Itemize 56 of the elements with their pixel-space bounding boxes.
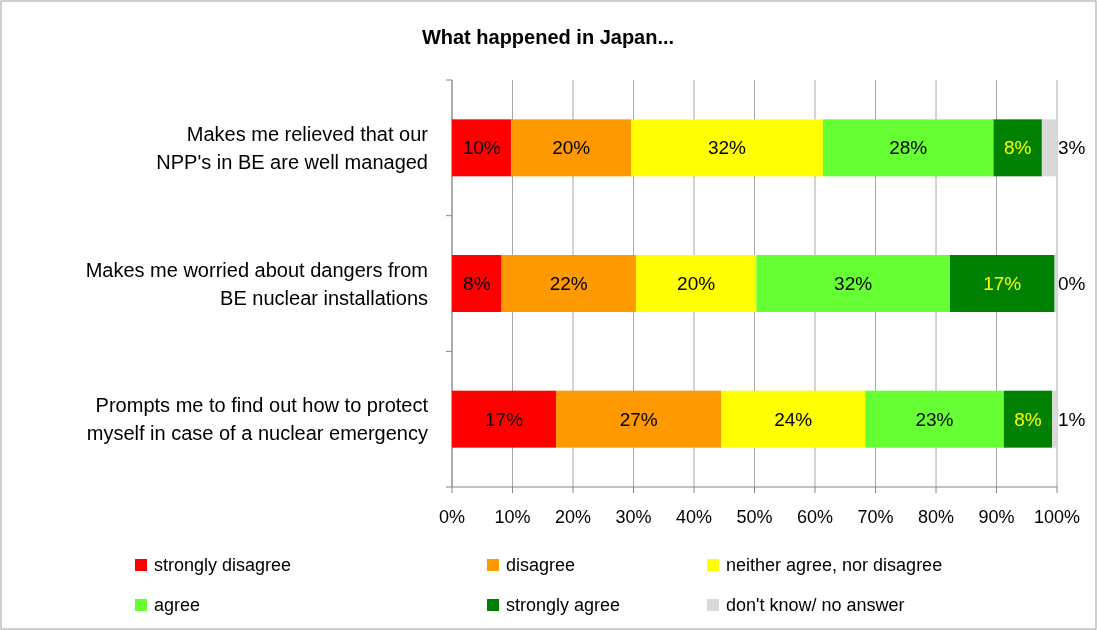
x-tick-label: 20% xyxy=(554,507,592,527)
legend-label: disagree xyxy=(506,555,576,576)
bar xyxy=(635,255,757,312)
x-tick-label: 90% xyxy=(978,507,1015,527)
x-tick-label: 50% xyxy=(736,507,773,527)
x-tick-label: 10% xyxy=(494,507,531,527)
legend-label: strongly disagree xyxy=(154,555,292,576)
data-label: 3% xyxy=(1058,137,1086,159)
bar xyxy=(452,255,502,312)
bar xyxy=(756,255,950,312)
x-tick-label: 30% xyxy=(615,507,652,527)
y-tick-label: Makes me worried about dangers from BE nuclear installations xyxy=(85,258,428,309)
data-label: 17% xyxy=(485,408,524,430)
legend-label: don't know/ no answer xyxy=(726,595,905,616)
legend-label: agree xyxy=(154,595,201,616)
bar xyxy=(511,119,632,177)
x-tick-label: 40% xyxy=(675,507,713,527)
bar xyxy=(1052,390,1057,448)
bar xyxy=(1041,119,1058,177)
x-tick-label: 100% xyxy=(1033,507,1081,527)
x-tick-label: 70% xyxy=(857,507,894,527)
data-label: 17% xyxy=(983,273,1022,295)
x-tick-label: 60% xyxy=(796,507,834,527)
bar xyxy=(1003,390,1053,448)
data-label: 27% xyxy=(619,408,658,430)
data-label: 32% xyxy=(707,137,747,159)
x-tick-label: 0% xyxy=(438,507,466,527)
data-label: 24% xyxy=(774,408,813,430)
data-label: 1% xyxy=(1058,408,1086,430)
bar xyxy=(721,390,866,448)
data-label: 8% xyxy=(1003,137,1032,159)
data-label: 32% xyxy=(834,273,873,295)
legend-label: neither agree, nor disagree xyxy=(726,555,943,576)
y-tick-label: Prompts me to find out how to protect myself in case of a nuclear emergency xyxy=(86,394,429,445)
y-tick-label: Makes me relieved that our NPP's in BE are well managed xyxy=(156,122,429,173)
bar xyxy=(993,119,1042,177)
data-label: 0% xyxy=(1058,273,1086,295)
bar xyxy=(865,390,1004,448)
data-label: 8% xyxy=(1014,408,1042,430)
data-label: 28% xyxy=(889,137,928,159)
data-label: 8% xyxy=(463,273,491,295)
bar xyxy=(631,119,823,177)
x-tick-label: 80% xyxy=(917,507,955,527)
bar xyxy=(822,119,994,177)
data-label: 20% xyxy=(677,273,716,295)
data-label: 23% xyxy=(915,408,954,430)
bar xyxy=(452,119,512,177)
bar xyxy=(501,255,636,312)
data-label: 20% xyxy=(552,137,591,159)
bar xyxy=(949,255,1055,312)
data-label: 22% xyxy=(549,273,588,295)
data-label: 10% xyxy=(462,137,501,159)
legend-label: strongly agree xyxy=(506,595,621,616)
bar xyxy=(556,390,722,448)
chart-title: What happened in Japan... xyxy=(421,26,675,48)
bar xyxy=(452,390,557,448)
